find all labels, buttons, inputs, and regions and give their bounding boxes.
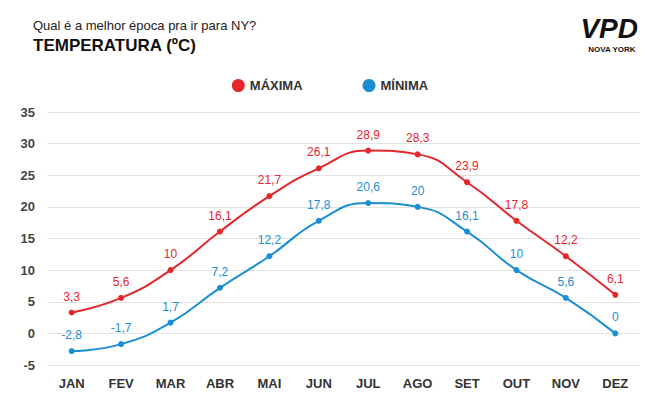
svg-text:JUN: JUN bbox=[306, 376, 332, 391]
svg-text:35: 35 bbox=[21, 105, 35, 120]
svg-text:5,6: 5,6 bbox=[558, 275, 575, 289]
svg-text:-1,7: -1,7 bbox=[111, 321, 132, 335]
svg-text:6,1: 6,1 bbox=[607, 272, 624, 286]
svg-text:MAI: MAI bbox=[257, 376, 281, 391]
svg-text:NOV: NOV bbox=[552, 376, 581, 391]
svg-text:15: 15 bbox=[21, 231, 35, 246]
svg-text:AGO: AGO bbox=[403, 376, 433, 391]
svg-text:JAN: JAN bbox=[59, 376, 85, 391]
svg-text:3,3: 3,3 bbox=[63, 290, 80, 304]
svg-text:7,2: 7,2 bbox=[212, 265, 229, 279]
svg-text:ABR: ABR bbox=[206, 376, 235, 391]
svg-text:17,8: 17,8 bbox=[307, 198, 331, 212]
svg-text:OUT: OUT bbox=[503, 376, 531, 391]
svg-text:0: 0 bbox=[28, 326, 35, 341]
svg-text:VPD: VPD bbox=[580, 13, 638, 44]
svg-text:10: 10 bbox=[21, 263, 35, 278]
svg-text:21,7: 21,7 bbox=[258, 173, 282, 187]
svg-text:Qual é a melhor época pra ir p: Qual é a melhor época pra ir para NY? bbox=[33, 18, 256, 33]
svg-text:TEMPERATURA (ºC): TEMPERATURA (ºC) bbox=[33, 36, 196, 55]
svg-text:17,8: 17,8 bbox=[505, 198, 529, 212]
svg-text:26,1: 26,1 bbox=[307, 145, 331, 159]
svg-text:16,1: 16,1 bbox=[208, 209, 232, 223]
svg-text:MÁXIMA: MÁXIMA bbox=[250, 78, 303, 93]
svg-text:1,7: 1,7 bbox=[162, 300, 179, 314]
svg-text:-2,8: -2,8 bbox=[61, 328, 82, 342]
svg-text:23,9: 23,9 bbox=[455, 159, 479, 173]
svg-text:20,6: 20,6 bbox=[357, 180, 381, 194]
svg-text:NOVA YORK: NOVA YORK bbox=[588, 45, 636, 54]
svg-text:MAR: MAR bbox=[156, 376, 186, 391]
svg-text:JUL: JUL bbox=[356, 376, 381, 391]
svg-text:10: 10 bbox=[164, 247, 178, 261]
svg-text:5,6: 5,6 bbox=[113, 275, 130, 289]
svg-text:10: 10 bbox=[510, 247, 524, 261]
svg-text:20: 20 bbox=[21, 199, 35, 214]
svg-text:-5: -5 bbox=[23, 358, 35, 373]
svg-text:12,2: 12,2 bbox=[554, 233, 578, 247]
svg-text:SET: SET bbox=[454, 376, 479, 391]
svg-text:DEZ: DEZ bbox=[602, 376, 628, 391]
svg-text:25: 25 bbox=[21, 168, 35, 183]
svg-text:28,3: 28,3 bbox=[406, 131, 430, 145]
svg-text:FEV: FEV bbox=[108, 376, 134, 391]
svg-text:0: 0 bbox=[612, 310, 619, 324]
svg-text:30: 30 bbox=[21, 136, 35, 151]
svg-text:28,9: 28,9 bbox=[357, 128, 381, 142]
svg-text:5: 5 bbox=[28, 294, 35, 309]
svg-text:16,1: 16,1 bbox=[455, 209, 479, 223]
svg-text:12,2: 12,2 bbox=[258, 233, 282, 247]
svg-text:MÍNIMA: MÍNIMA bbox=[381, 78, 429, 93]
svg-text:20: 20 bbox=[411, 184, 425, 198]
